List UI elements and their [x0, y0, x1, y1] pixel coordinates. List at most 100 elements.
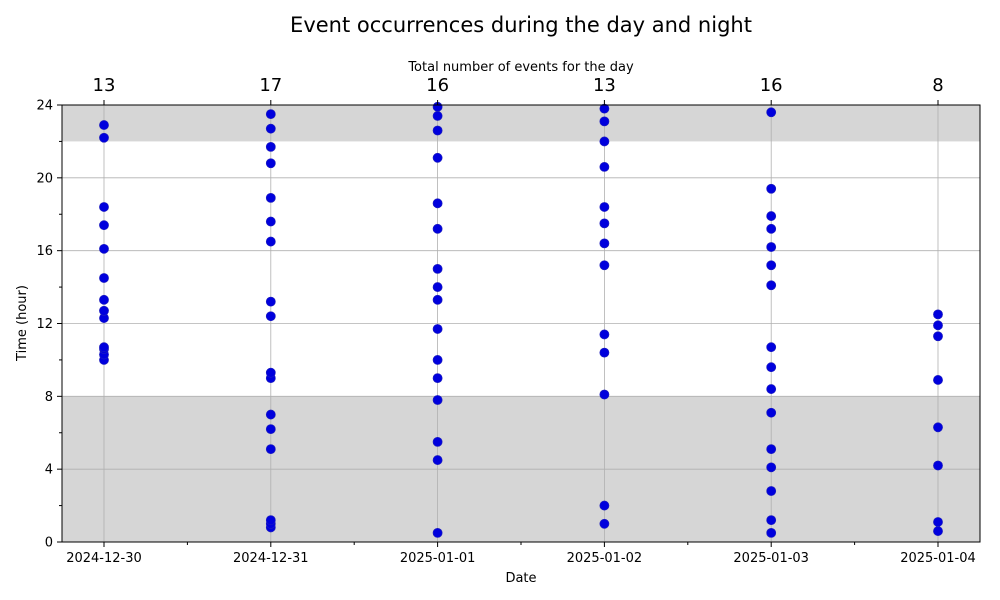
event-point [265, 141, 276, 152]
event-point [99, 294, 109, 305]
event-point [99, 120, 109, 130]
event-point [265, 311, 276, 322]
event-point [766, 362, 777, 373]
event-point [599, 202, 610, 212]
event-point [933, 526, 943, 536]
event-point [432, 436, 443, 447]
event-point [933, 320, 943, 331]
event-point [933, 375, 943, 385]
event-point [99, 202, 109, 212]
event-point [432, 282, 443, 292]
x-tick-label: 2025-01-02 [567, 551, 643, 566]
y-tick-label: 12 [36, 317, 53, 332]
event-point [766, 342, 777, 353]
event-point [933, 309, 943, 320]
event-point [599, 500, 610, 511]
event-point [599, 238, 610, 249]
event-point [432, 324, 443, 334]
x-axis-label: Date [505, 571, 536, 586]
event-point [432, 455, 443, 465]
event-point [599, 260, 610, 271]
event-point [99, 220, 109, 231]
event-point [766, 107, 777, 118]
daily-count-label: 8 [932, 75, 943, 96]
event-point [432, 395, 443, 405]
daily-count-label: 13 [93, 75, 116, 96]
event-point [265, 192, 276, 203]
event-point [99, 305, 109, 316]
x-tick-label: 2025-01-01 [400, 551, 476, 566]
x-tick-label: 2024-12-31 [233, 551, 309, 566]
event-point [766, 223, 777, 234]
event-point [599, 389, 610, 400]
tick-labels: 0 4 8 12 16 20 24 2024-12-30 13 2024-12-31 17 2025-… [36, 75, 975, 566]
event-point [265, 236, 276, 247]
event-point [766, 486, 777, 496]
event-point [766, 260, 777, 271]
event-point [432, 152, 443, 163]
event-point [432, 355, 443, 365]
event-point [265, 444, 276, 455]
event-point [766, 527, 777, 538]
event-point [432, 125, 443, 136]
event-point [766, 211, 777, 221]
event-point [432, 198, 443, 209]
daily-count-label: 13 [593, 75, 616, 96]
chart-title: Event occurrences during the day and nig… [290, 13, 752, 37]
y-tick-label: 20 [36, 171, 53, 186]
event-point [99, 342, 109, 353]
event-point [265, 367, 276, 378]
event-point [265, 515, 276, 526]
y-tick-label: 16 [36, 244, 53, 259]
event-point [599, 347, 610, 358]
event-point [766, 515, 777, 526]
event-point [766, 444, 777, 455]
y-tick-label: 0 [45, 536, 53, 551]
event-point [432, 223, 443, 234]
event-point [265, 216, 276, 227]
event-point [766, 242, 777, 252]
top-axis-label: Total number of events for the day [407, 60, 634, 75]
event-point [432, 263, 443, 274]
event-points [99, 101, 943, 538]
daily-count-label: 16 [426, 75, 449, 96]
event-point [933, 331, 943, 342]
event-point [99, 273, 109, 283]
daily-count-label: 17 [259, 75, 282, 96]
event-point [599, 329, 610, 340]
event-point [432, 294, 443, 305]
event-point [432, 527, 443, 538]
y-tick-label: 4 [45, 463, 53, 478]
event-point [99, 132, 109, 143]
event-point [265, 158, 276, 169]
daily-count-label: 16 [760, 75, 783, 96]
event-point [766, 462, 777, 473]
event-point [99, 243, 109, 254]
event-point [265, 296, 276, 307]
event-point [265, 424, 276, 435]
x-tick-label: 2025-01-03 [733, 551, 809, 566]
plot-frame [61, 104, 981, 543]
event-point [432, 373, 443, 384]
event-point [599, 136, 610, 147]
event-point [265, 109, 276, 120]
axis-ticks [57, 100, 939, 547]
x-tick-label: 2024-12-30 [66, 551, 142, 566]
night-band [62, 105, 980, 142]
event-point [933, 422, 943, 433]
event-point [766, 384, 777, 394]
event-point [766, 280, 777, 291]
y-axis-label: Time (hour) [15, 285, 30, 362]
event-point [265, 123, 276, 134]
event-point [599, 116, 610, 127]
event-point [933, 517, 943, 527]
y-tick-label: 24 [36, 99, 53, 114]
y-tick-label: 8 [45, 390, 53, 405]
event-point [933, 460, 943, 471]
event-point [265, 409, 276, 420]
x-tick-label: 2025-01-04 [900, 551, 976, 566]
event-point [766, 183, 777, 194]
event-point [599, 518, 610, 529]
event-point [766, 407, 777, 418]
